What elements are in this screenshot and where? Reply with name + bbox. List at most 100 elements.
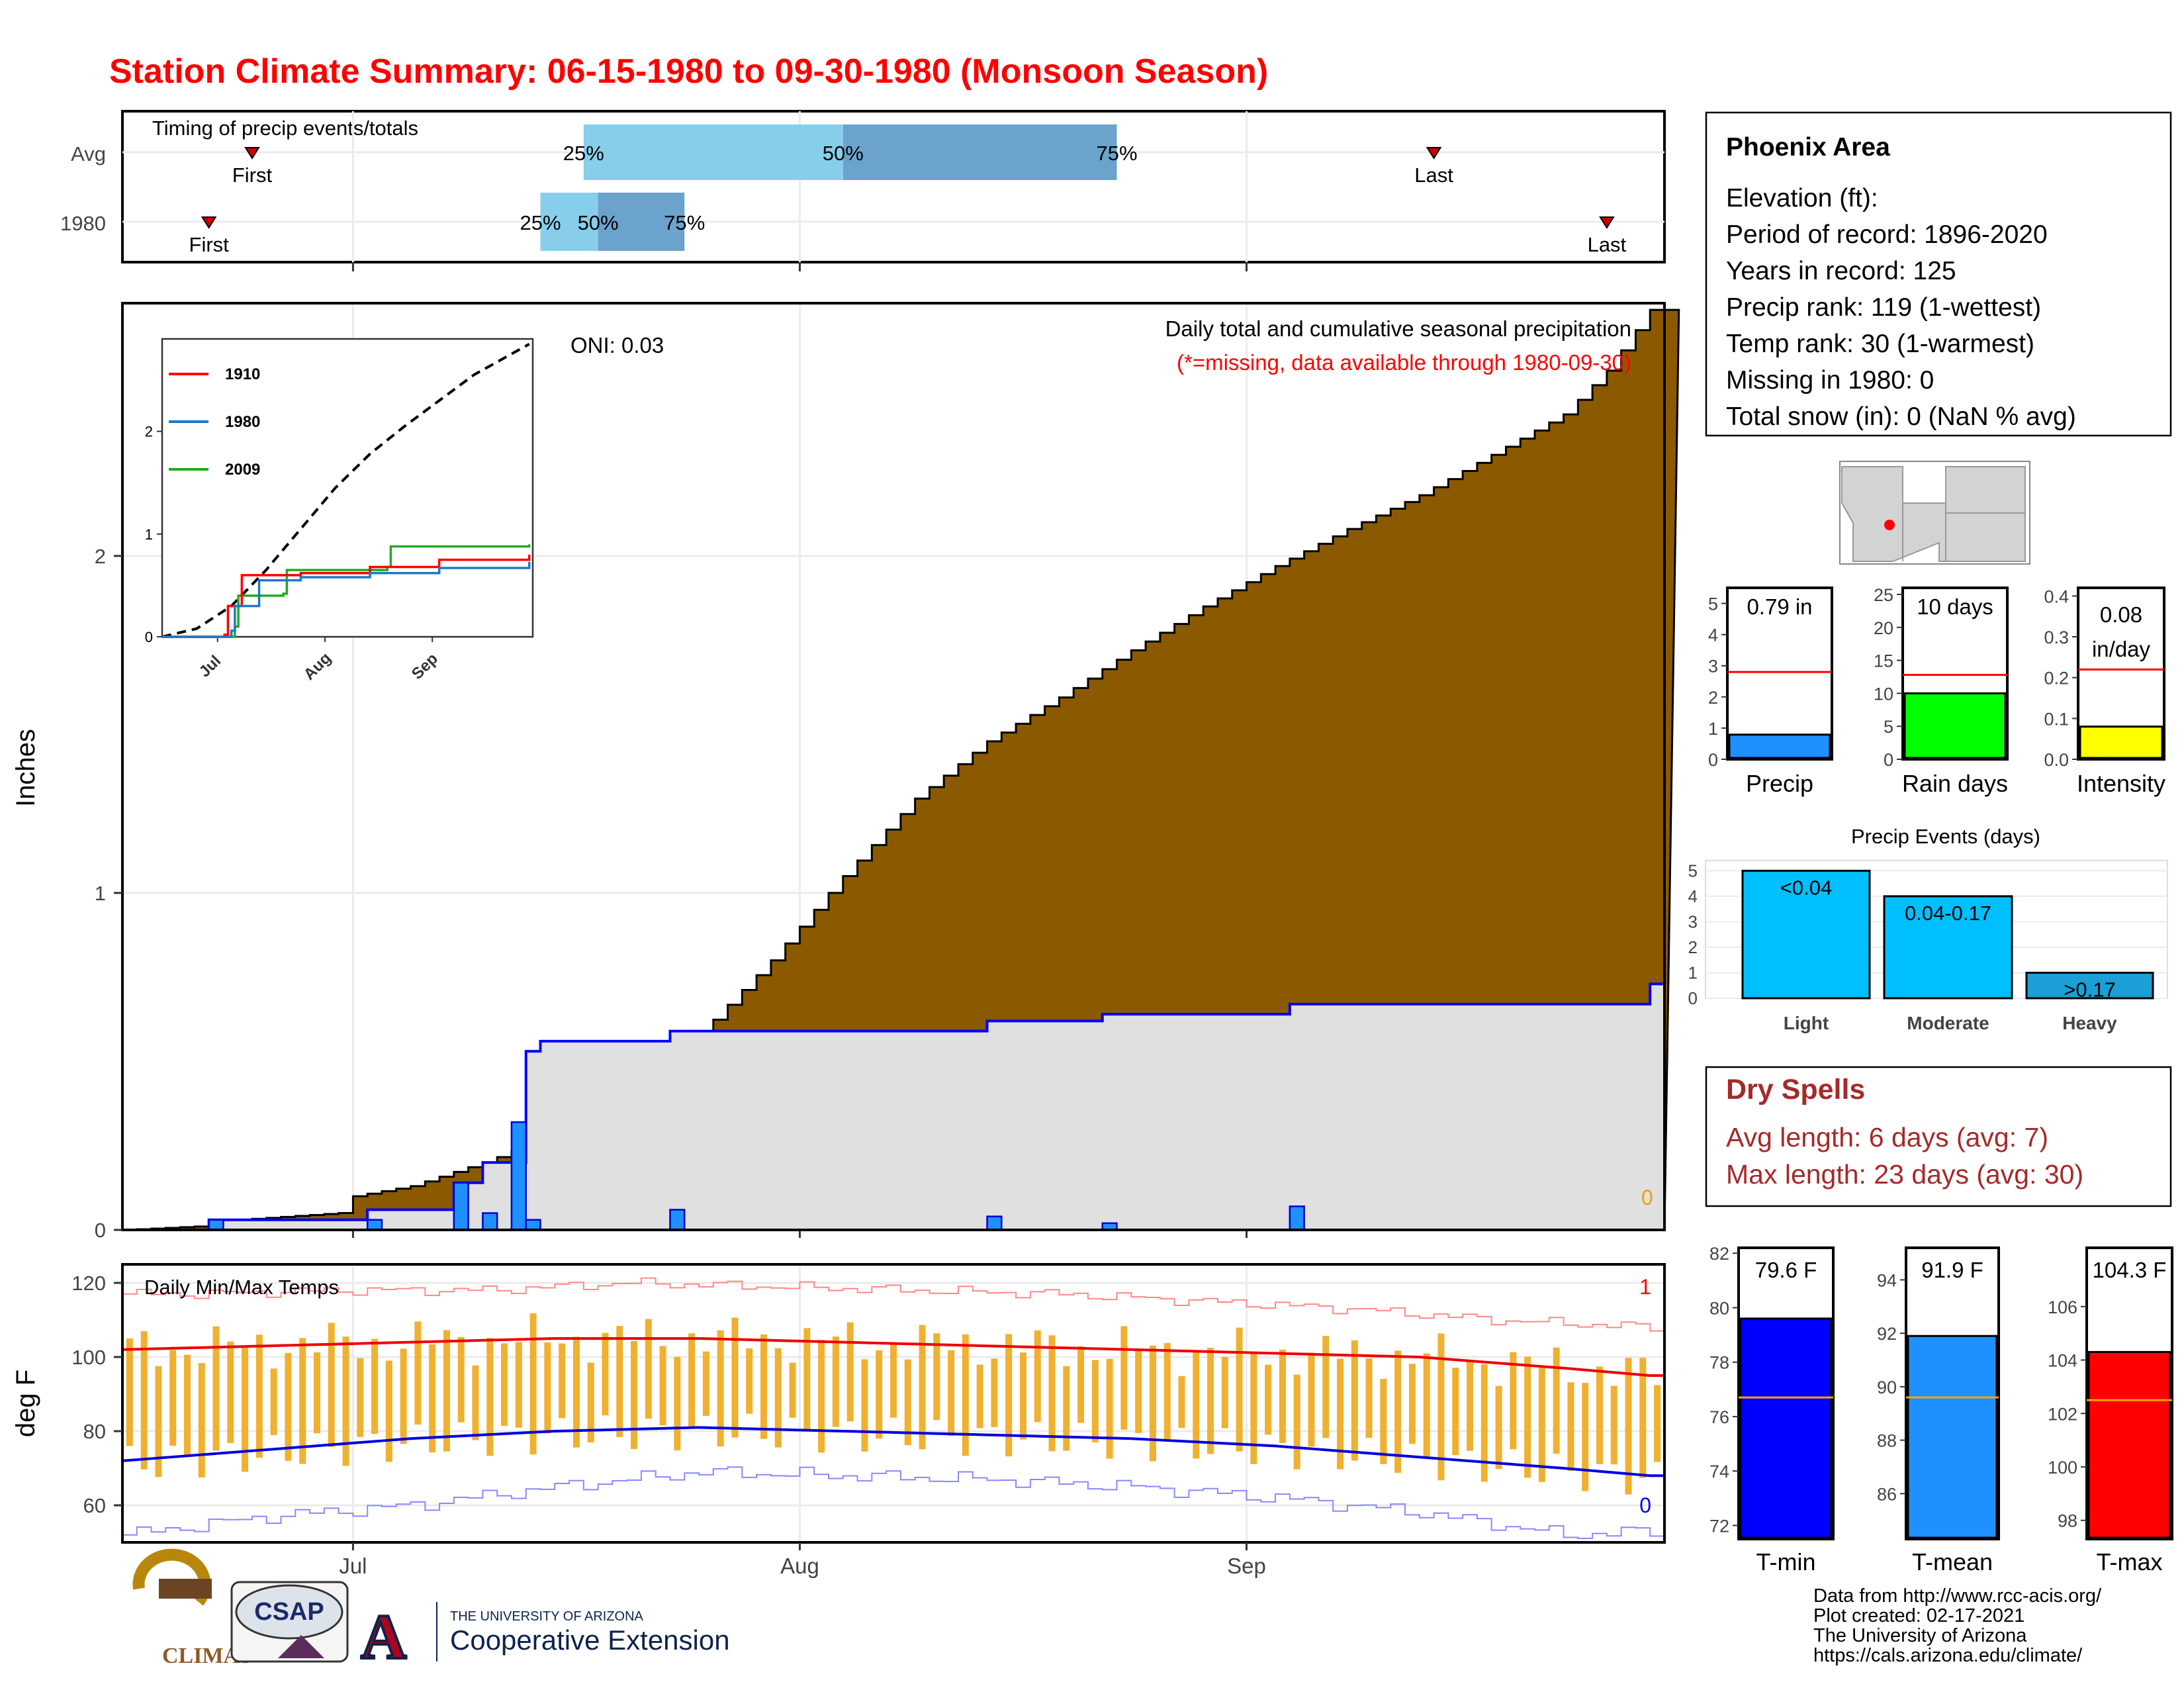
- daily-temp-range-bar: [1654, 1385, 1661, 1462]
- daily-temp-range-bar: [169, 1350, 177, 1446]
- ua-extension: Cooperative Extension: [450, 1624, 730, 1656]
- daily-temp-range-bar: [1048, 1335, 1056, 1452]
- daily-temp-range-bar: [385, 1360, 392, 1462]
- first-event-marker: [201, 216, 217, 229]
- mini-y-tick-label: 0.2: [2044, 669, 2069, 688]
- ua-name: THE UNIVERSITY OF ARIZONA: [450, 1609, 644, 1624]
- temp-y-tick-label: 86: [1877, 1484, 1897, 1504]
- daily-temp-range-bar: [371, 1338, 379, 1434]
- daily-temp-range-bar: [674, 1356, 681, 1451]
- daily-temp-range-bar: [1610, 1385, 1617, 1465]
- timing-quartile-bar: [540, 193, 598, 251]
- station-info-line: Precip rank: 119 (1-wettest): [1726, 293, 2041, 322]
- temp-value-label: 91.9 F: [1921, 1258, 1983, 1282]
- daily-temp-range-bar: [400, 1348, 407, 1444]
- daily-temp-range-bar: [1480, 1364, 1488, 1482]
- record-low-count: 0: [1639, 1493, 1651, 1517]
- events-category-label: Moderate: [1907, 1013, 1989, 1033]
- daily-temp-range-bar: [342, 1336, 349, 1466]
- timing-percent-label: 25%: [563, 142, 604, 165]
- timing-percent-label: 75%: [1096, 142, 1137, 165]
- daily-temp-range-bar: [832, 1336, 839, 1427]
- temp-category-label: T-min: [1756, 1548, 1816, 1575]
- daily-temp-range-bar: [631, 1340, 638, 1450]
- events-bar-label: 0.04-0.17: [1905, 902, 1991, 925]
- ua-block-a-icon: A: [361, 1601, 406, 1672]
- station-info-line: Period of record: 1896-2020: [1726, 220, 2048, 249]
- daily-temp-range-bar: [1120, 1326, 1128, 1430]
- daily-temp-range-bar: [472, 1365, 479, 1440]
- record-high-count: 1: [1639, 1275, 1651, 1299]
- daily-temp-range-bar: [155, 1366, 162, 1477]
- daily-temp-range-bar: [1279, 1349, 1286, 1443]
- missing-count: 0: [1641, 1186, 1653, 1209]
- mini-category-label: Rain days: [1902, 770, 2008, 797]
- daily-temp-range-bar: [140, 1331, 148, 1470]
- dry-spells-avg: Avg length: 6 days (avg: 7): [1726, 1122, 2048, 1152]
- daily-temp-range-bar: [1437, 1333, 1445, 1481]
- temp-y-tick-label: 100: [2048, 1458, 2077, 1477]
- daily-temp-range-bar: [515, 1342, 522, 1428]
- temp-y-tick-label: 80: [1709, 1298, 1729, 1318]
- last-event-marker: [1426, 147, 1442, 160]
- daily-temp-range-bar: [1322, 1336, 1330, 1438]
- mini-y-tick-label: 0.1: [2044, 709, 2069, 729]
- daily-temp-range-bar: [1567, 1382, 1574, 1471]
- dry-spells-title: Dry Spells: [1726, 1074, 1865, 1105]
- daily-temp-range-bar: [544, 1342, 551, 1434]
- events-bar-label: >0.17: [2064, 978, 2115, 1001]
- mini-value-label: in/day: [2092, 637, 2151, 661]
- mini-y-tick-label: 0: [1884, 750, 1893, 770]
- mini-y-tick-label: 15: [1874, 651, 1893, 671]
- first-event-label: First: [189, 233, 230, 256]
- daily-temp-range-bar: [1365, 1358, 1373, 1438]
- y-tick-label: 100: [71, 1346, 106, 1369]
- temp-panel: Daily Min/Max Temps 1 0 deg F 60 80 100 120…: [11, 1263, 1666, 1578]
- temp-y-tick-label: 106: [2048, 1297, 2077, 1317]
- daily-precip-bar: [669, 1209, 686, 1231]
- daily-precip-bar: [453, 1182, 469, 1231]
- daily-temp-range-bar: [255, 1335, 263, 1458]
- daily-temp-range-bar: [760, 1334, 768, 1439]
- daily-temp-range-bar: [616, 1326, 623, 1437]
- avg-max-line: [122, 1337, 1664, 1377]
- precip-events-chart: Precip Events (days) 0 1 2 3 4 5 <0.04 Light 0.04…: [1688, 825, 2168, 1033]
- dry-spells-box: Dry Spells Avg length: 6 days (avg: 7) M…: [1705, 1066, 2172, 1207]
- footer-line: The University of Arizona: [1813, 1625, 2027, 1646]
- events-category-label: Light: [1784, 1013, 1829, 1033]
- daily-temp-range-bar: [774, 1348, 782, 1448]
- y-tick-label: 120: [71, 1272, 106, 1295]
- daily-temp-range-bar: [486, 1338, 494, 1456]
- temp-summary-bar: [1907, 1335, 1998, 1539]
- record-high-line: [122, 1277, 1664, 1332]
- timing-row-year-label: 1980: [60, 212, 106, 235]
- mini-y-tick-label: 25: [1874, 585, 1893, 605]
- footer-line: Data from http://www.rcc-acis.org/: [1813, 1585, 2102, 1607]
- temp-y-tick-label: 78: [1709, 1353, 1729, 1373]
- daily-temp-range-bar: [414, 1321, 422, 1425]
- daily-temp-range-bar: [846, 1322, 854, 1422]
- daily-temp-range-bar: [198, 1363, 205, 1477]
- daily-temp-range-bar: [702, 1351, 709, 1416]
- daily-precip-bar: [1289, 1205, 1305, 1231]
- inset-series-line: [162, 554, 531, 638]
- daily-temp-range-bar: [501, 1343, 508, 1426]
- timing-percent-label: 75%: [664, 211, 705, 234]
- daily-temp-range-bar: [602, 1333, 609, 1416]
- daily-temp-range-bar: [1178, 1376, 1185, 1429]
- location-map: [1839, 461, 2030, 565]
- mini-y-tick-label: 3: [1708, 657, 1718, 677]
- daily-temp-range-bar: [429, 1344, 436, 1453]
- mini-y-tick-label: 5: [1884, 717, 1893, 737]
- mini-chart-frame: [1726, 586, 1833, 761]
- mini-y-tick-label: 2: [1708, 688, 1718, 708]
- mini-value-bar: [1728, 733, 1831, 759]
- first-event-label: First: [232, 164, 273, 187]
- csap-wordmark: CSAP: [254, 1598, 324, 1626]
- inset-avg-line: [161, 343, 530, 638]
- page-title: Station Climate Summary: 06-15-1980 to 0…: [109, 52, 1268, 91]
- station-info-line: Years in record: 125: [1726, 257, 1956, 285]
- mini-category-label: Precip: [1746, 770, 1813, 797]
- daily-temp-range-bar: [1423, 1353, 1430, 1457]
